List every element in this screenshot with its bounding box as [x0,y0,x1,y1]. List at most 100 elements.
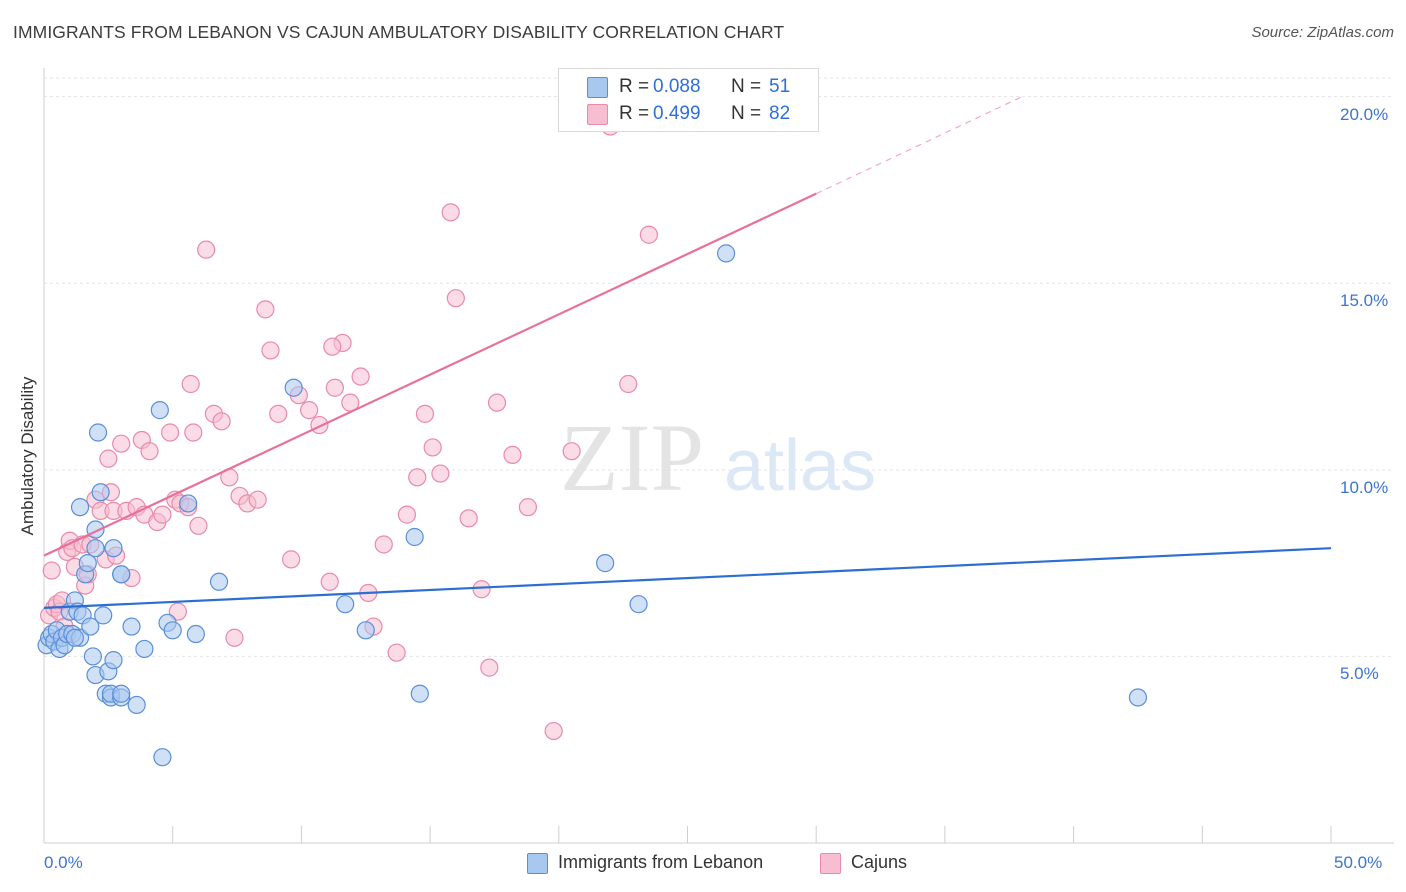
legend-n-label: N = [731,76,762,97]
cajuns-point [441,203,460,222]
legend-n-label: N = [731,103,762,124]
cajuns-point [480,658,499,677]
cajuns-point [423,438,442,457]
cajuns-trend-extension [815,96,1023,195]
watermark-atlas: atlas [724,426,876,506]
lebanon-point [78,554,97,573]
legend-swatch-lebanon [527,853,548,874]
cajuns-point [168,602,187,621]
cajuns-trend-line [43,192,817,557]
cajuns-point [431,464,450,483]
lebanon-point [1128,688,1148,707]
cajuns-point [397,505,417,524]
lebanon-point [179,494,198,513]
cajuns-point [310,415,329,435]
lebanon-trend-line [43,547,1332,610]
legend-label-cajuns: Cajuns [851,852,908,872]
axes [43,68,1394,844]
x-tick-label-min: 0.0% [44,853,83,872]
cajuns-point [323,337,342,356]
series-cajuns-points [40,117,658,741]
y-tick-label: 10.0% [1340,477,1389,497]
lebanon-point [83,647,103,666]
legend-n-value: 51 [769,76,791,97]
cajuns-point [487,393,507,412]
legend-swatch-lebanon [587,77,608,98]
cajuns-point [153,505,172,524]
y-tick-label: 5.0% [1340,664,1379,684]
legend-r-label: R = [619,76,650,97]
legend-r-value: 0.499 [653,103,701,124]
cajuns-point [503,445,522,465]
lebanon-point [596,554,615,573]
cajuns-point [197,240,216,259]
cajuns-point [42,561,61,580]
legend-n-value: 82 [769,103,791,124]
watermark: ZIP atlas [560,404,876,511]
cajuns-point [261,341,280,360]
lebanon-point [65,628,84,647]
lebanon-point [104,651,123,670]
lebanon-point [127,695,146,715]
cajuns-point [269,404,288,423]
lebanon-point [94,606,113,625]
lebanon-point [209,572,229,591]
source-credit: Source: ZipAtlas.com [1251,24,1394,41]
cajuns-point [544,721,563,741]
legend-r-value: 0.088 [653,76,701,97]
lebanon-point [410,684,429,703]
lebanon-point [135,639,154,659]
cajuns-point [639,225,658,244]
lebanon-point [104,539,123,558]
cajuns-point [562,442,581,461]
cajuns-point [518,498,538,517]
cajuns-point [161,423,180,442]
cajuns-point [181,374,200,394]
cajuns-point [351,367,370,386]
lebanon-point [70,498,90,517]
cajuns-point [282,550,301,569]
cajuns-point [472,580,491,599]
trend-lines [43,96,1332,610]
y-tick-label: 20.0% [1340,104,1389,124]
lebanon-point [86,539,105,558]
cajuns-point [387,643,406,662]
lebanon-point [336,595,355,614]
cajuns-point [320,572,339,591]
cajuns-point [140,442,159,461]
lebanon-point [88,423,108,442]
lebanon-point [405,527,424,547]
cajuns-point [415,404,435,423]
cajuns-point [212,412,231,431]
lebanon-point [91,483,110,502]
cajuns-point [184,423,203,442]
lebanon-point [81,617,100,636]
chart-title: IMMIGRANTS FROM LEBANON VS CAJUN AMBULAT… [13,22,785,42]
cajuns-point [112,434,131,453]
cajuns-point [459,509,478,528]
lebanon-point [163,621,182,640]
lebanon-point [112,565,131,584]
lebanon-point [717,244,736,263]
lebanon-point [629,595,648,614]
cajuns-point [256,300,275,319]
watermark-zip: ZIP [560,404,704,511]
legend-swatch-cajuns [820,853,841,874]
legend-r-label: R = [619,103,650,124]
legend-label-lebanon: Immigrants from Lebanon [558,852,764,872]
lebanon-point [356,621,375,640]
cajuns-point [619,374,638,394]
lebanon-point [150,401,169,420]
cajuns-point [374,535,393,554]
cajuns-point [446,289,465,308]
cajuns-point [99,449,118,468]
lebanon-point [153,748,172,767]
cajuns-point [325,378,344,397]
lebanon-point [122,617,141,636]
cajuns-point [248,490,267,509]
lebanon-point [284,378,303,397]
lebanon-point [112,684,131,703]
lebanon-point [186,624,205,644]
cajuns-point [408,468,427,487]
cajuns-point [189,516,208,535]
